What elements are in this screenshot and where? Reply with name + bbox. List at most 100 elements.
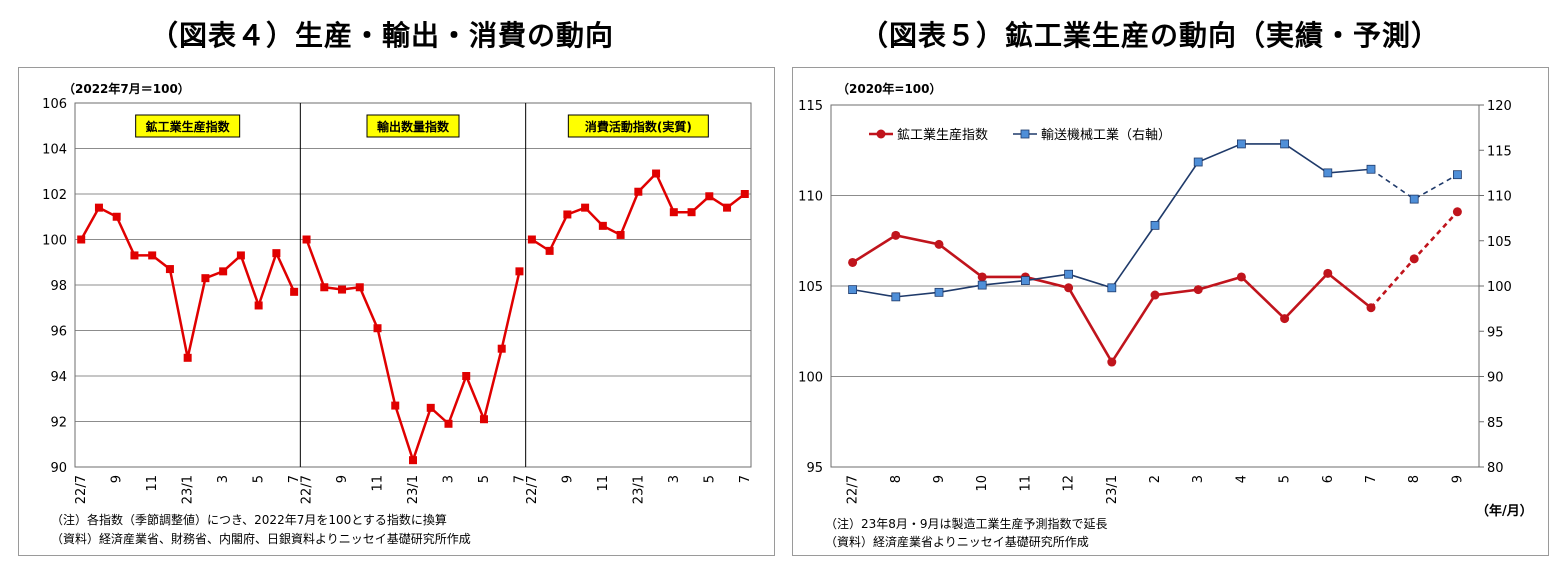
x-tick-label: 22/7 — [525, 475, 540, 504]
x-tick-label: 7 — [1364, 475, 1379, 483]
data-point — [891, 230, 901, 240]
y2-tick-label: 115 — [1487, 144, 1512, 159]
data-point — [290, 287, 299, 296]
data-point — [1193, 285, 1203, 295]
x-tick-label: 2 — [1148, 475, 1163, 483]
x-tick-label: 3 — [667, 475, 682, 483]
data-point — [740, 190, 749, 198]
data-point — [355, 283, 364, 292]
unit-label: （2022年7月＝100） — [63, 81, 190, 96]
series-line-actual — [851, 233, 1372, 365]
legend-marker — [1020, 129, 1030, 139]
data-point — [219, 267, 228, 276]
data-point — [1366, 164, 1376, 174]
data-point — [1064, 283, 1074, 293]
y-tick-label: 95 — [806, 461, 823, 476]
x-tick-label: 9 — [932, 475, 947, 483]
x-axis-label: （年/月） — [1476, 503, 1533, 519]
data-point — [338, 285, 347, 294]
data-point — [391, 401, 400, 410]
x-tick-label: 7 — [287, 475, 302, 483]
x-tick-label: 3 — [441, 475, 456, 483]
note-text: （資料）経済産業省、財務省、内閣府、日銀資料よりニッセイ基礎研究所作成 — [51, 531, 471, 546]
data-point — [616, 230, 625, 239]
data-point — [1064, 269, 1074, 279]
panel-label: 鉱工業生産指数 — [146, 119, 231, 134]
chart2-title: （図表５）鉱工業生産の動向（実績・予測） — [860, 19, 1441, 52]
panel-label: 消費活動指数(実質) — [585, 119, 692, 134]
x-tick-label: 11 — [145, 475, 160, 492]
data-point — [669, 208, 678, 217]
x-tick-label: 8 — [889, 475, 904, 483]
data-point — [462, 372, 471, 380]
data-point — [1323, 268, 1333, 278]
data-point — [527, 235, 536, 244]
y2-tick-label: 105 — [1487, 235, 1512, 250]
x-tick-label: 23/1 — [1105, 475, 1120, 504]
x-tick-label: 9 — [335, 475, 350, 483]
data-point — [1150, 290, 1160, 300]
data-point — [1107, 283, 1117, 293]
data-point — [934, 239, 944, 249]
y-tick-label: 90 — [50, 461, 67, 476]
data-point — [373, 324, 382, 333]
note-text: （注）各指数（季節調整値）につき、2022年7月を100とする指数に換算 — [51, 512, 447, 527]
legend-label: 鉱工業生産指数 — [897, 127, 988, 143]
data-point — [705, 192, 714, 201]
note-text: （資料）経済産業省よりニッセイ基礎研究所作成 — [825, 534, 1089, 549]
y2-tick-label: 80 — [1487, 461, 1504, 476]
x-tick-label: 23/1 — [181, 475, 196, 504]
x-tick-label: 11 — [596, 475, 611, 492]
series-line — [305, 239, 521, 465]
data-point — [891, 292, 901, 302]
data-point — [687, 208, 696, 217]
chart1-title: （図表４）生産・輸出・消費の動向 — [150, 19, 615, 52]
data-point — [1323, 168, 1333, 178]
x-tick-label: 8 — [1407, 475, 1422, 483]
data-point — [236, 251, 245, 260]
series-line-actual — [852, 143, 1372, 298]
y-tick-label: 98 — [50, 279, 67, 294]
data-point — [634, 187, 643, 196]
data-point — [183, 353, 192, 362]
unit-label: （2020年=100） — [837, 81, 942, 96]
data-point — [723, 203, 732, 212]
data-point — [165, 265, 174, 274]
x-tick-label: 22/7 — [846, 475, 861, 504]
y-tick-label: 110 — [798, 190, 823, 205]
x-tick-label: 7 — [512, 475, 527, 483]
data-point — [77, 235, 86, 244]
data-point — [426, 403, 435, 412]
plot-area — [74, 102, 752, 468]
data-point — [112, 212, 121, 221]
data-point — [1236, 139, 1246, 149]
data-point — [1280, 139, 1290, 149]
chart2-svg: （2020年=100）11511010510095120115110105100… — [798, 81, 1533, 549]
legend-label: 輸送機械工業（右軸） — [1041, 127, 1171, 143]
data-point — [497, 344, 506, 353]
chart1-frame: （2022年7月＝100） 106 104 102 100 98 96 94 92 90 鉱工業生産… — [18, 67, 775, 556]
data-point — [1452, 207, 1462, 217]
data-point — [848, 257, 858, 267]
data-point — [545, 246, 554, 255]
y-tick-label: 106 — [42, 97, 67, 112]
data-point — [1366, 303, 1376, 313]
x-tick-label: 7 — [738, 475, 753, 483]
data-point — [201, 274, 210, 283]
data-point — [1453, 170, 1462, 180]
data-point — [148, 251, 157, 260]
data-point — [1150, 220, 1160, 230]
data-point — [934, 287, 944, 297]
x-tick-label: 12 — [1062, 475, 1077, 492]
data-point — [1409, 254, 1419, 264]
x-tick-label: 5 — [702, 475, 717, 483]
x-tick-label: 5 — [477, 475, 492, 483]
y2-tick-label: 85 — [1487, 416, 1504, 431]
x-tick-label: 3 — [216, 475, 231, 483]
x-tick-label: 3 — [1191, 475, 1206, 483]
data-point — [977, 280, 987, 290]
y-tick-label: 115 — [798, 99, 823, 114]
x-tick-label: 10 — [975, 475, 990, 492]
data-point — [1020, 276, 1030, 285]
chart1-svg: （2022年7月＝100）106 104 102 100 98 96 94 92 90 鉱工業生産… — [42, 81, 753, 546]
